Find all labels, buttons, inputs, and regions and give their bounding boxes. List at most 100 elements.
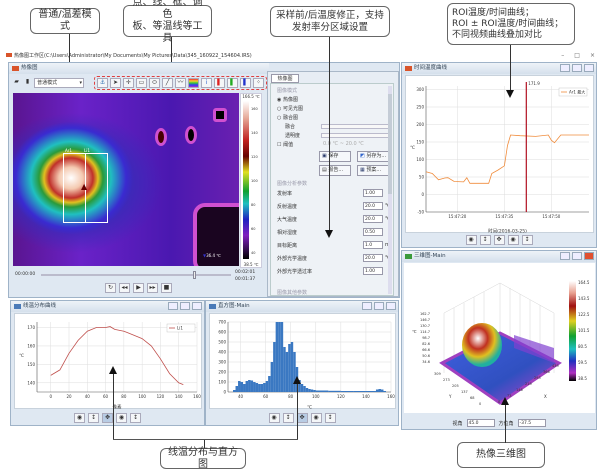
minimize-button[interactable] xyxy=(362,302,372,310)
legend: Li1 xyxy=(166,323,196,333)
histogram-bar xyxy=(300,384,304,392)
pan-icon[interactable]: ✥ xyxy=(296,413,308,423)
next-icon[interactable]: ▸▸ xyxy=(147,283,158,293)
radio-fusion[interactable]: ○ 融合图 xyxy=(277,115,298,121)
minimize-button[interactable] xyxy=(168,302,178,310)
timeline-handle[interactable] xyxy=(193,271,196,279)
zoom-y-icon[interactable]: ↕ xyxy=(324,413,336,423)
window-title: 三维图-Main xyxy=(414,253,446,259)
polyline-icon[interactable]: 〰 xyxy=(175,77,187,88)
callout-text: ROI ± ROI温度/时间曲线； xyxy=(452,18,564,29)
pointer-icon[interactable]: ➤ xyxy=(110,77,122,88)
maximize-button[interactable]: □ xyxy=(574,52,580,59)
scrollbar[interactable] xyxy=(388,86,392,294)
prev-icon[interactable]: ◂◂ xyxy=(119,283,130,293)
x-axis-label: 时间(2016-03-25) xyxy=(488,228,527,235)
threshold-checkbox[interactable]: ☐ 阈值 xyxy=(277,142,294,148)
isotherm-red-icon[interactable]: ▌ xyxy=(214,77,226,88)
thermal-image[interactable]: Ar1 Li1 ▲ ▼36.4 ℃ xyxy=(13,93,239,266)
colorbar-min: 38.5 ℃ xyxy=(243,262,259,267)
view-icon[interactable]: ◉ xyxy=(116,413,127,423)
info-icon[interactable]: i xyxy=(201,77,213,88)
z-axis-label: ℃ xyxy=(412,329,417,334)
z-tick-label: 114.7 xyxy=(420,330,430,334)
view-icon[interactable]: ◉ xyxy=(310,413,322,423)
isotherm-green-icon[interactable]: ▌ xyxy=(227,77,239,88)
palette-icon[interactable] xyxy=(188,77,200,88)
stop-icon[interactable]: ■ xyxy=(161,283,172,293)
zoom-y-icon[interactable]: ↕ xyxy=(479,235,491,245)
zoom-y-icon[interactable]: ↕ xyxy=(282,413,294,423)
histogram-bar xyxy=(290,342,294,392)
radio-visible[interactable]: ○ 可见光图 xyxy=(277,106,303,112)
restore-button[interactable] xyxy=(572,64,582,72)
save-as-icon: ◩ xyxy=(360,153,365,159)
elevation-input[interactable]: 45.0 xyxy=(466,419,495,427)
rectangle-icon[interactable]: ▭ xyxy=(136,77,148,88)
restore-button[interactable] xyxy=(572,252,582,260)
y-tick-label: 0 xyxy=(421,192,424,197)
param-input[interactable]: 0.50 xyxy=(363,228,383,236)
ellipse-icon[interactable]: ⬭ xyxy=(149,77,161,88)
report-button[interactable]: ▤ 报告... xyxy=(319,165,351,176)
zoom-y-icon[interactable]: ↕ xyxy=(130,413,141,423)
fusion-slider[interactable] xyxy=(321,124,391,129)
y-tick-label: 137 xyxy=(461,390,468,394)
folder-icon[interactable]: ▰ xyxy=(14,77,19,85)
histogram-bar xyxy=(238,381,241,392)
timeline-slider[interactable] xyxy=(41,271,231,279)
save-icon[interactable]: ▮ xyxy=(25,77,30,85)
save-as-button[interactable]: ◩ 另存为... xyxy=(357,151,391,162)
param-input[interactable]: 1.0 xyxy=(363,241,383,249)
param-input[interactable]: 20.0 xyxy=(363,215,383,223)
tab-thermal[interactable]: 热像图 xyxy=(271,74,299,83)
transparency-slider[interactable] xyxy=(321,133,391,138)
radio-thermal[interactable]: ◉ 热像图 xyxy=(277,97,298,103)
view-icon[interactable]: ◉ xyxy=(74,413,85,423)
close-button[interactable] xyxy=(386,302,396,310)
param-input[interactable]: 20.0 xyxy=(363,202,383,210)
surface-3d-chart[interactable]: 164.5 143.5 122.5 101.5 80.5 59.5 38.5 162.7 146… xyxy=(404,263,595,413)
view-icon[interactable]: ◉ xyxy=(268,413,280,423)
threshold-from[interactable]: 0.0 xyxy=(323,141,331,147)
param-input[interactable]: 1.00 xyxy=(363,267,383,275)
minimize-button[interactable] xyxy=(560,64,570,72)
preset-button[interactable]: ▦ 预案... xyxy=(357,165,391,176)
threshold-to[interactable]: 20.0 xyxy=(345,141,357,147)
param-input[interactable]: 1.00 xyxy=(363,189,383,197)
close-button[interactable] xyxy=(584,252,594,260)
histogram-bar xyxy=(353,391,366,392)
restore-button[interactable] xyxy=(374,302,384,310)
callout-text: ROI温度/时间曲线； xyxy=(452,7,535,18)
isotherm-blue-icon[interactable]: ▌ xyxy=(240,77,252,88)
chart-icon xyxy=(209,304,216,309)
close-button[interactable]: × xyxy=(589,52,595,59)
pan-icon[interactable]: ✥ xyxy=(493,235,505,245)
azimuth-input[interactable]: -37.5 xyxy=(517,419,546,427)
loop-icon[interactable]: ↻ xyxy=(105,283,116,293)
measure-line[interactable] xyxy=(85,153,86,223)
zoom-y-icon[interactable]: ↕ xyxy=(521,235,533,245)
surface-colorbar xyxy=(569,281,576,381)
x-tick-label: 219 xyxy=(525,382,532,386)
restore-button[interactable] xyxy=(180,302,190,310)
mode-select[interactable]: 普通模式 ▾ xyxy=(34,77,85,88)
view-icon[interactable]: ◉ xyxy=(465,235,477,245)
callout-text: 点、线、框、调色 xyxy=(132,0,203,20)
view-icon[interactable]: ◉ xyxy=(507,235,519,245)
anchor-icon[interactable]: ⚓ xyxy=(97,77,109,88)
spot-icon[interactable]: ✛ xyxy=(123,77,135,88)
line-profile-window: 线温分布曲线 170 160 150 140 0 20 40 60 80 100 120 140 160… xyxy=(10,300,205,426)
close-button[interactable] xyxy=(192,302,202,310)
close-button[interactable] xyxy=(584,64,594,72)
param-input[interactable]: 20.0 xyxy=(363,254,383,262)
minimize-button[interactable]: – xyxy=(561,52,565,59)
line-icon[interactable]: ╱ xyxy=(162,77,174,88)
play-icon[interactable]: ▶ xyxy=(133,283,144,293)
histogram-bar xyxy=(328,390,341,392)
minimize-button[interactable] xyxy=(560,252,570,260)
zoom-y-icon[interactable]: ↕ xyxy=(88,413,99,423)
save-button[interactable]: ▣ 保存 xyxy=(319,151,351,162)
scatter-icon[interactable]: ⁘ xyxy=(253,77,265,88)
pan-icon[interactable]: ✥ xyxy=(102,413,113,423)
